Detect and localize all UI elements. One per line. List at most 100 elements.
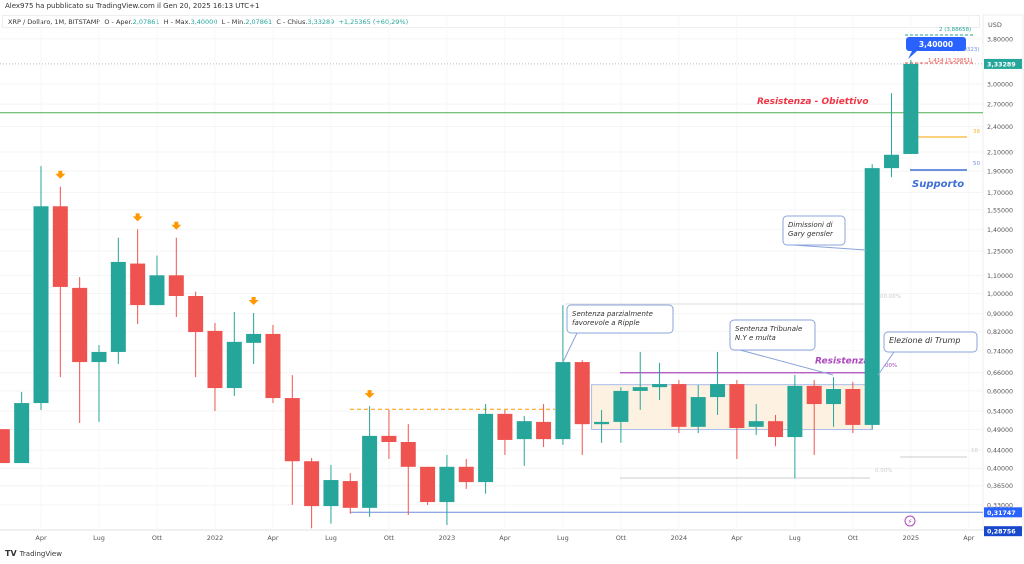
x-tick-label: 2023 (439, 534, 456, 542)
candle-body (284, 398, 300, 462)
close-label: C - Chius. (276, 18, 308, 26)
x-tick-label: Ott (384, 534, 395, 542)
candle-body (72, 287, 88, 363)
candle-body (555, 362, 571, 440)
candle-body (497, 413, 513, 440)
callout-box (782, 215, 846, 246)
callout-text: N.Y e multa (735, 334, 776, 342)
y-tick-label: 0,49000 (987, 427, 1013, 434)
fib-label: 1,414 (3,29851) (928, 58, 973, 64)
callout-box (883, 331, 978, 353)
candle-body (439, 466, 455, 503)
callout-pointer (792, 244, 867, 251)
callout-pointer (562, 332, 578, 363)
y-tick-label: 1,40000 (987, 227, 1013, 234)
down-arrow-icon (248, 296, 259, 305)
price-tag (984, 507, 1022, 518)
candle-body (130, 263, 146, 306)
currency-label: USD (988, 21, 1002, 29)
fib-label: 50 (973, 161, 980, 167)
y-tick-label: 0,33000 (987, 502, 1013, 509)
x-tick-label: Ott (616, 534, 627, 542)
callout-box (566, 304, 674, 334)
candle-body (458, 466, 474, 483)
candle-body (265, 333, 281, 399)
high-value: 3,40000 (190, 18, 218, 26)
fib-label: 38 (973, 129, 980, 135)
y-tick-label: 3,80000 (987, 36, 1013, 43)
candle-body (710, 384, 726, 398)
callout-text: Dimissioni di (788, 221, 833, 229)
y-tick-label: 2,10000 (987, 150, 1013, 157)
fib-label: 10 (971, 448, 978, 454)
candle-body (381, 435, 397, 443)
candle-body (845, 389, 861, 425)
bubble-pointer (908, 51, 917, 59)
symbol[interactable]: XRP / Dollaro, 1M, BITSTAMP (8, 18, 101, 26)
y-tick-label: 0,90000 (987, 311, 1013, 318)
candle-body (168, 275, 184, 297)
callout-text: favorevole a Ripple (572, 319, 640, 327)
x-tick-label: Apr (499, 534, 511, 542)
x-tick-label: 2022 (207, 534, 224, 542)
candle-body (594, 421, 610, 425)
y-tick-label: 1,70000 (987, 190, 1013, 197)
fib-label: 2 (3,88658) (939, 27, 971, 33)
candle-body (110, 261, 126, 352)
y-tick-label: 3,00000 (987, 82, 1013, 89)
x-tick-label: Ott (152, 534, 163, 542)
candle-body (342, 481, 358, 508)
candle-body (52, 206, 68, 287)
candle-body (226, 341, 242, 389)
candle-body (748, 421, 764, 427)
range-resistance-label: Resistenza (815, 357, 870, 367)
price-tag-label: 3,33289 (987, 61, 1016, 68)
lightning-glyph: ⚡ (908, 518, 913, 526)
candle-body (362, 435, 378, 508)
candle-body (652, 384, 668, 388)
candle-body (478, 413, 494, 483)
callout-text: Gary gensler (788, 230, 834, 238)
candle-body (207, 330, 223, 389)
candle-body (613, 390, 629, 422)
lightning-event-icon (904, 515, 916, 527)
y-tick-label: 1,90000 (987, 169, 1013, 176)
candle-body (0, 429, 10, 464)
close-value: 3,33289 (307, 18, 335, 26)
x-tick-label: Lug (325, 534, 337, 542)
y-tick-label: 0,82000 (987, 329, 1013, 336)
candle-body (826, 389, 842, 405)
callout-pointer (739, 349, 834, 376)
support-label: Supporto (912, 179, 964, 190)
x-tick-label: Apr (963, 534, 975, 542)
x-tick-label: 2024 (671, 534, 688, 542)
y-tick-label: 0,54000 (987, 409, 1013, 416)
price-tag (984, 58, 1022, 69)
callout-text: Sentenza parzialmente (572, 310, 653, 318)
x-tick-label: Lug (789, 534, 801, 542)
ohlc-legend: XRP / Dollaro, 1M, BITSTAMP O - Aper.2,0… (2, 15, 980, 28)
down-arrow-icon (55, 170, 66, 179)
candle-body (14, 403, 30, 464)
y-tick-label: 0,74000 (987, 348, 1013, 355)
x-tick-label: Lug (93, 534, 105, 542)
candle-body (304, 461, 320, 507)
y-tick-label: 2,70000 (987, 102, 1013, 109)
callout-text: Elezione di Trump (889, 336, 960, 345)
candle-body (246, 333, 262, 343)
tradingview-logo-icon: TV (5, 549, 17, 558)
candle-body (33, 206, 49, 404)
open-value: 2,07861 (132, 18, 160, 26)
callout-pointer (877, 351, 895, 376)
candle-body (632, 387, 648, 391)
candle-body (787, 385, 803, 438)
candle-body (690, 397, 706, 427)
y-tick-label: 1,25000 (987, 248, 1013, 255)
candle-body (149, 275, 165, 306)
candle-body (768, 421, 784, 438)
down-arrow-icon (364, 390, 375, 399)
resistance-target-label: Resistenza - Obiettivo (757, 97, 869, 107)
low-value: 2,07861 (245, 18, 273, 26)
y-tick-label: 2,40000 (987, 124, 1013, 131)
